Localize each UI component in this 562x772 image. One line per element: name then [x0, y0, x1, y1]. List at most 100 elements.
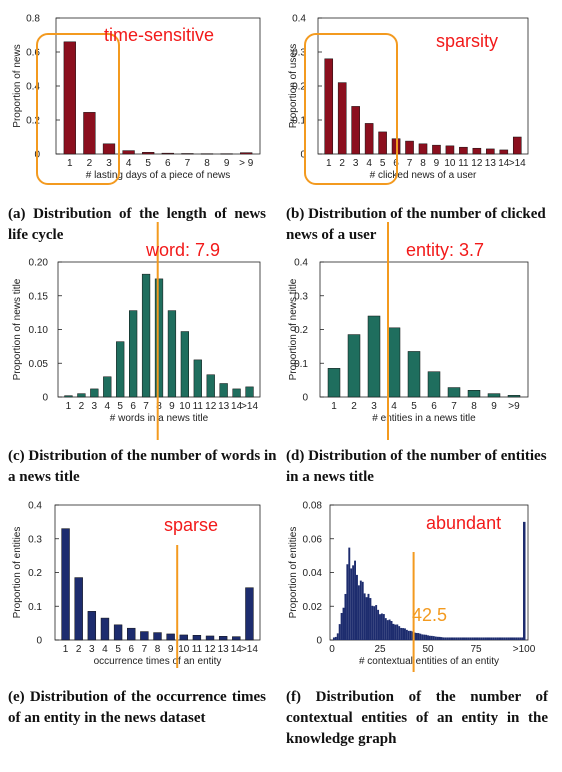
histogram-bar [352, 565, 355, 640]
y-axis-label: Proportion of entities [288, 527, 299, 619]
x-tick-label: 10 [178, 644, 190, 655]
histogram-bar [404, 628, 406, 640]
histogram-bar [442, 637, 445, 640]
x-tick-label: 9 [224, 158, 230, 169]
caption-a: (a) Distribution of the length of news l… [8, 206, 266, 243]
x-tick-label: 13 [485, 158, 497, 169]
y-tick-label: 0.04 [303, 568, 323, 579]
bar-b [486, 148, 495, 155]
histogram-bar [484, 637, 487, 640]
x-axis-label: occurrence times of an entity [94, 656, 222, 667]
histogram-bar [434, 636, 437, 640]
histogram-bar [498, 637, 500, 640]
histogram-bar [379, 614, 381, 640]
x-tick-label: 4 [104, 401, 110, 412]
bar-e [140, 631, 149, 641]
y-tick-label: 0.3 [294, 291, 308, 302]
histogram-bar [465, 637, 468, 640]
bar-a [83, 112, 96, 155]
bar-b [364, 123, 374, 155]
bar-b [351, 106, 360, 155]
x-tick-label: 12 [471, 158, 483, 169]
x-tick-label: 4 [126, 158, 132, 169]
x-tick-label: >9 [508, 401, 520, 412]
bar-c [103, 376, 112, 398]
bar-c [180, 331, 189, 398]
bar-d [327, 368, 341, 398]
bar-d [387, 327, 401, 398]
bar-e [87, 611, 97, 641]
x-tick-label: 7 [451, 401, 457, 412]
histogram-bar [363, 593, 366, 640]
bar-e [179, 634, 188, 641]
bar-e [245, 587, 254, 641]
highlight-box-a [36, 33, 120, 185]
x-tick-label: 1 [66, 401, 72, 412]
x-tick-label: 2 [87, 158, 93, 169]
x-tick-label: 8 [204, 158, 210, 169]
bar-e [218, 636, 228, 641]
x-tick-label: 8 [471, 401, 477, 412]
y-tick-label: 0.6 [26, 48, 40, 59]
bar-b [432, 144, 441, 155]
bar-d [447, 387, 461, 398]
histogram-bar [453, 637, 456, 640]
histogram-bar [450, 637, 452, 640]
histogram-bar [375, 605, 378, 640]
x-tick-label: 8 [420, 158, 426, 169]
histogram-bar [488, 637, 491, 640]
x-tick-label: 2 [79, 401, 85, 412]
bar-a [181, 153, 194, 155]
y-tick-label: 0 [36, 636, 42, 647]
histogram-bar [377, 609, 380, 640]
x-axis-label: # clicked news of a user [370, 170, 477, 181]
y-tick-label: 0.3 [292, 48, 306, 59]
x-tick-label: 50 [422, 644, 434, 655]
histogram-bar [417, 633, 420, 640]
y-tick-label: 0.2 [294, 325, 308, 336]
x-tick-label: 14 [231, 401, 243, 412]
x-tick-label: 9 [169, 401, 175, 412]
bar-c [219, 383, 228, 398]
bar-b [418, 143, 428, 155]
x-tick-label: 11 [192, 644, 203, 655]
bar-e [192, 635, 202, 641]
bar-b [445, 145, 455, 155]
x-tick-label: 14 [498, 158, 510, 169]
x-tick-label: 11 [193, 401, 204, 412]
histogram-bar [421, 634, 424, 640]
bar-a [122, 150, 135, 155]
histogram-bar [359, 580, 362, 640]
x-tick-label: 13 [218, 644, 230, 655]
x-tick-label: >100 [513, 644, 536, 655]
bar-c [129, 310, 138, 398]
y-tick-label: 0.1 [294, 359, 308, 370]
annotation-abundant: abundant [426, 513, 501, 533]
histogram-bar [428, 635, 431, 640]
histogram-bar [398, 626, 401, 640]
x-tick-label: 0 [329, 644, 335, 655]
x-tick-label: 3 [92, 401, 98, 412]
histogram-bar [400, 627, 403, 640]
bar-b [472, 147, 482, 155]
y-tick-label: 0 [42, 393, 48, 404]
x-tick-label: 25 [374, 644, 386, 655]
caption-f: (f) Distribution of the number of contex… [286, 689, 548, 747]
bar-e [232, 636, 241, 641]
histogram-bar [480, 637, 483, 640]
x-tick-label: 4 [391, 401, 397, 412]
histogram-bar [457, 637, 460, 640]
x-axis-label: # contextual entities of an entity [359, 656, 499, 667]
x-tick-label: 5 [411, 401, 417, 412]
bar-b [459, 146, 468, 155]
bar-e [127, 627, 136, 641]
x-tick-label: 4 [102, 644, 108, 655]
x-tick-label: 5 [117, 401, 123, 412]
histogram-bar [365, 597, 368, 640]
annotation-mean-value: 42.5 [412, 605, 447, 625]
histogram-bar [515, 637, 518, 640]
histogram-bar [494, 637, 497, 640]
histogram-bar [461, 637, 464, 640]
y-axis-label: Proportion of entities [12, 527, 23, 619]
